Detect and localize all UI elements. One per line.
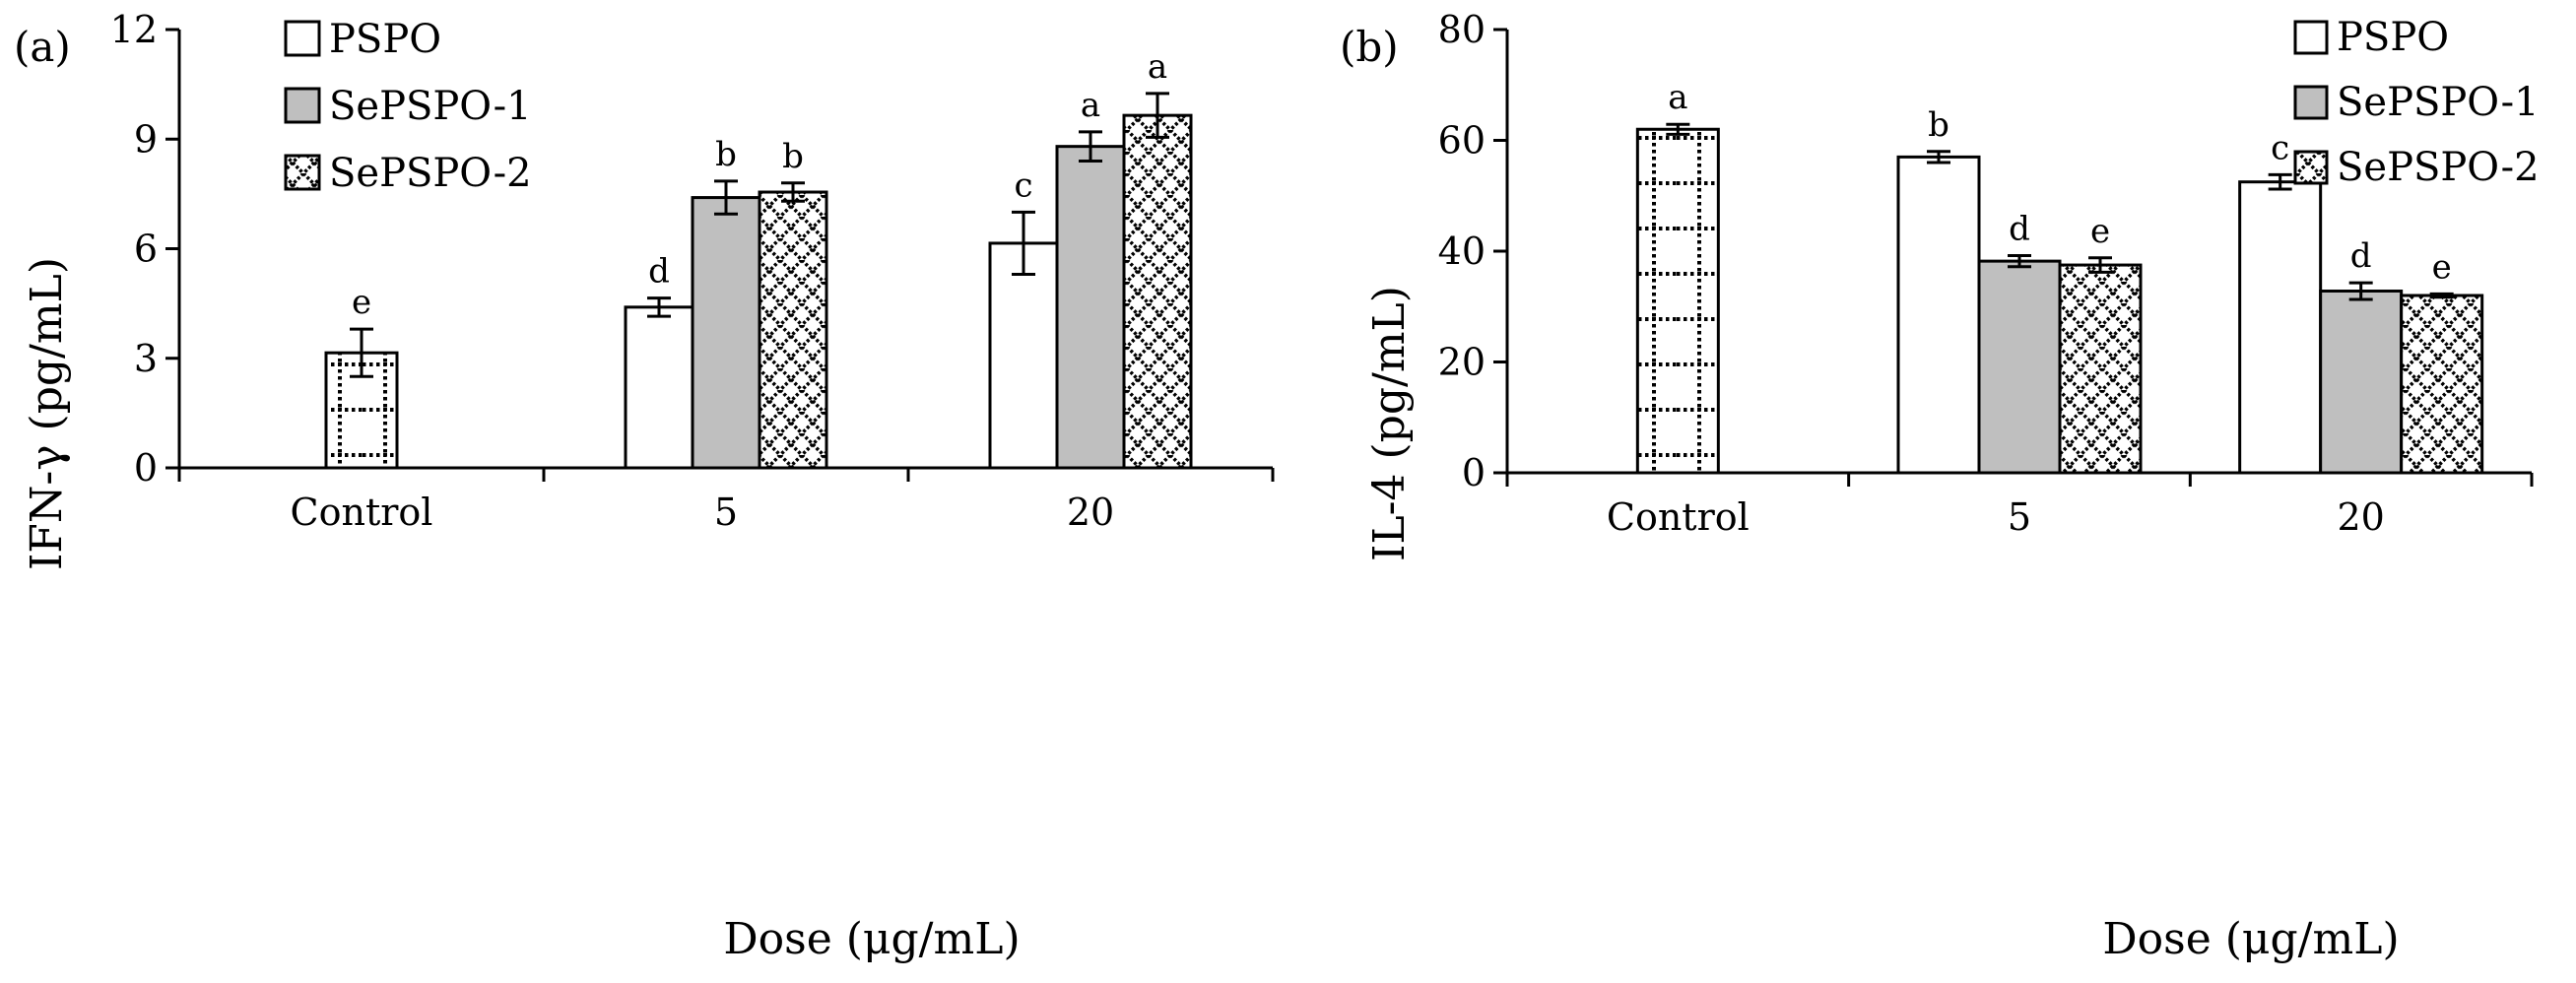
panel-a-y-tick-label: 3 xyxy=(134,337,158,380)
panel-b-y-axis-title: IL-4 (pg/mL) xyxy=(1364,286,1415,561)
panel-b-sepspo-2-20-bar xyxy=(2400,294,2484,475)
panel-b-y-tick-label: 40 xyxy=(1438,229,1486,273)
panel-b: (b) IL-4 (pg/mL) Dose (μg/mL) 0 20 40 60 80 C… xyxy=(1340,8,2540,964)
panel-a-legend-label-sepspo-1: SePSPO-1 xyxy=(329,84,532,129)
panel-a-sepspo-1-5-bar xyxy=(691,196,761,470)
panel-b-y-tick-label: 20 xyxy=(1438,341,1486,384)
panel-b-sepspo-1-20-bar xyxy=(2319,290,2404,475)
panel-b-x-tick-label: Control xyxy=(1607,495,1750,539)
panel-b-pspo-5-bar xyxy=(1896,155,1981,475)
panel-a-y-tick-label: 9 xyxy=(134,117,158,161)
panel-a-y-tick-label: 0 xyxy=(134,446,158,490)
panel-a-sepspo-2-20-bar xyxy=(1122,113,1193,470)
panel-b-sepspo-1-20-significance-letter: d xyxy=(2350,236,2372,276)
panel-a-control-significance-letter: e xyxy=(352,283,371,322)
panel-b-pspo-20-bar xyxy=(2238,180,2323,475)
panel-a-label: (a) xyxy=(14,23,71,71)
panel-a-pspo-5-significance-letter: d xyxy=(648,252,670,292)
panel-a-sepspo-2-20-significance-letter: a xyxy=(1148,47,1167,87)
panel-a-legend: PSPO SePSPO-1 SePSPO-2 xyxy=(284,17,532,196)
panel-a-legend-swatch-sepspo-2 xyxy=(284,154,321,191)
panel-a-bars: e d b b c a a xyxy=(324,47,1193,470)
panel-b-pspo-20-significance-letter: c xyxy=(2271,128,2289,167)
panel-a-legend-label-sepspo-2: SePSPO-2 xyxy=(329,151,532,196)
panel-a-pspo-20-bar xyxy=(988,241,1059,470)
panel-a-sepspo-1-5-significance-letter: b xyxy=(715,135,737,174)
panel-a-x-axis-title: Dose (μg/mL) xyxy=(723,914,1020,964)
panel-b-control-significance-letter: a xyxy=(1668,78,1687,117)
panel-a-sepspo-1-20-significance-letter: a xyxy=(1081,86,1100,125)
panel-a-x-tick-label: 20 xyxy=(1067,491,1114,534)
panel-a-legend-label-pspo: PSPO xyxy=(329,17,441,62)
panel-a-pspo-5-bar xyxy=(624,305,694,470)
panel-a-pspo-20-significance-letter: c xyxy=(1014,165,1032,205)
panel-b-pspo-5-significance-letter: b xyxy=(1928,105,1949,145)
panel-b-sepspo-2-20-significance-letter: e xyxy=(2432,247,2452,287)
panel-a-y-axis-title: IFN-γ (pg/mL) xyxy=(22,257,72,570)
panel-a-x-tick-label: Control xyxy=(291,491,433,534)
panel-a-x-tick-label: 5 xyxy=(714,491,738,534)
panel-a-y-tick-label: 6 xyxy=(134,228,158,271)
panel-b-x-tick-label: 5 xyxy=(2008,495,2031,539)
panel-a-legend-swatch-pspo xyxy=(284,20,321,57)
panel-a-y-tick-label: 12 xyxy=(110,8,158,51)
panel-a-sepspo-1-20-bar xyxy=(1055,145,1126,470)
panel-b-sepspo-1-5-significance-letter: d xyxy=(2009,210,2030,249)
panel-b-y-tick-label: 60 xyxy=(1438,119,1486,163)
panel-b-legend-swatch-pspo xyxy=(2293,20,2329,55)
panel-b-y-tick-label: 80 xyxy=(1438,8,1486,51)
panel-b-legend: PSPO SePSPO-1 SePSPO-2 xyxy=(2293,15,2540,190)
panel-b-legend-swatch-sepspo-2 xyxy=(2293,150,2329,185)
panel-b-legend-label-sepspo-1: SePSPO-1 xyxy=(2337,80,2540,125)
panel-b-bars: a b d e c d e xyxy=(1635,78,2484,475)
panel-b-y-tick-label: 0 xyxy=(1462,451,1486,494)
panel-a-legend-swatch-sepspo-1 xyxy=(284,87,321,124)
panel-a-sepspo-2-5-bar xyxy=(758,190,828,470)
panel-b-sepspo-1-5-bar xyxy=(1977,259,2062,475)
panel-b-legend-swatch-sepspo-1 xyxy=(2293,85,2329,120)
panel-b-x-axis-title: Dose (μg/mL) xyxy=(2102,914,2399,964)
panel-b-legend-label-sepspo-2: SePSPO-2 xyxy=(2337,145,2540,190)
panel-b-x-tick-label: 20 xyxy=(2337,495,2384,539)
panel-b-legend-label-pspo: PSPO xyxy=(2337,15,2449,60)
panel-b-control-bar xyxy=(1635,127,1720,475)
panel-a: (a) IFN-γ (pg/mL) Dose (μg/mL) 0 3 6 9 12 Con… xyxy=(14,8,1275,964)
panel-b-sepspo-2-5-significance-letter: e xyxy=(2090,212,2110,251)
panel-b-label: (b) xyxy=(1340,23,1399,71)
panel-b-sepspo-2-5-bar xyxy=(2058,263,2143,475)
panel-a-sepspo-2-5-significance-letter: b xyxy=(782,137,804,176)
